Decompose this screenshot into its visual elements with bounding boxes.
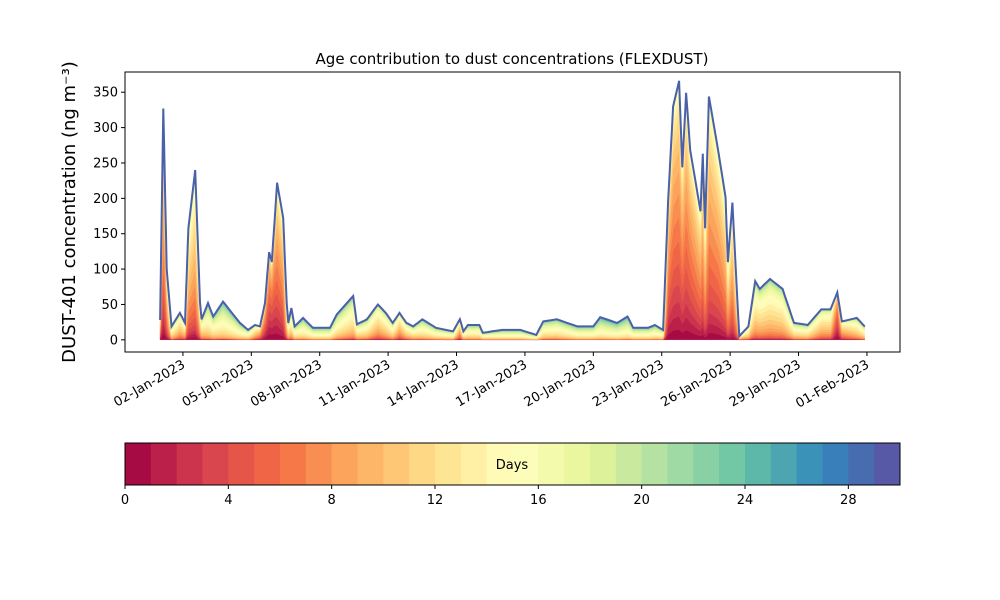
colorbar-tick-label: 8 [328, 493, 336, 508]
colorbar-swatch-29 [874, 443, 901, 485]
colorbar-swatch-6 [280, 443, 307, 485]
x-axis: 02-Jan-202305-Jan-202308-Jan-202311-Jan-… [111, 352, 872, 411]
colorbar-swatch-12 [435, 443, 462, 485]
colorbar-swatch-13 [460, 443, 488, 485]
colorbar-swatch-17 [564, 443, 591, 485]
x-tick-label: 17-Jan-2023 [453, 357, 530, 410]
y-axis: 0 50 100 150 200 250 300 350 [93, 86, 125, 348]
colorbar-swatch-2 [176, 443, 203, 485]
colorbar-swatch-7 [305, 443, 333, 485]
colorbar-swatch-3 [202, 443, 229, 485]
colorbar-tick-label: 0 [121, 493, 129, 508]
colorbar-swatch-19 [615, 443, 643, 485]
colorbar-tick-label: 16 [530, 493, 547, 508]
colorbar-axis: 0 4 8 12 16 20 24 28 [121, 485, 857, 508]
y-tick-label: 100 [93, 263, 118, 278]
colorbar-swatch-11 [409, 443, 436, 485]
x-tick-label: 02-Jan-2023 [111, 357, 188, 410]
colorbar-tick-label: 20 [633, 493, 650, 508]
colorbar-tick-label: 28 [840, 493, 857, 508]
y-tick-label: 0 [110, 333, 118, 348]
y-tick-label: 150 [93, 227, 118, 242]
y-tick-label: 250 [93, 156, 118, 171]
stacked-areas [159, 80, 865, 341]
x-tick-label: 05-Jan-2023 [180, 357, 257, 410]
colorbar-frame [124, 442, 901, 486]
colorbar-swatch-14 [486, 443, 513, 485]
y-tick-label: 50 [101, 298, 118, 313]
x-tick-label: 14-Jan-2023 [385, 357, 462, 410]
colorbar-swatch-4 [228, 443, 255, 485]
y-tick-label: 350 [93, 86, 118, 101]
colorbar-swatch-21 [667, 443, 694, 485]
y-tick-label: 200 [93, 192, 118, 207]
colorbar-swatch-9 [357, 443, 384, 485]
x-tick-label: 23-Jan-2023 [590, 357, 667, 410]
total-line [159, 80, 866, 339]
x-tick-label: 11-Jan-2023 [317, 357, 394, 410]
colorbar [125, 443, 901, 485]
y-tick-label: 300 [93, 121, 118, 136]
colorbar-swatch-22 [693, 443, 720, 485]
colorbar-swatch-28 [848, 443, 875, 485]
colorbar-swatch-15 [512, 443, 539, 485]
x-tick-label: 26-Jan-2023 [659, 357, 736, 410]
colorbar-swatch-20 [641, 443, 668, 485]
colorbar-swatch-16 [538, 443, 565, 485]
colorbar-swatch-18 [590, 443, 617, 485]
colorbar-swatch-26 [796, 443, 823, 485]
x-tick-label: 20-Jan-2023 [522, 357, 599, 410]
colorbar-swatch-27 [822, 443, 849, 485]
plot-frame [124, 71, 901, 353]
colorbar-tick-label: 4 [224, 493, 232, 508]
chart-title: Age contribution to dust concentrations … [316, 50, 709, 68]
colorbar-tick-label: 12 [427, 493, 444, 508]
colorbar-swatch-10 [383, 443, 410, 485]
colorbar-swatch-1 [150, 443, 178, 485]
colorbar-swatch-0 [125, 443, 152, 485]
x-tick-label: 08-Jan-2023 [248, 357, 325, 410]
colorbar-tick-label: 24 [737, 493, 754, 508]
colorbar-swatch-25 [770, 443, 798, 485]
colorbar-label: Days [496, 458, 529, 473]
x-tick-label: 01-Feb-2023 [793, 357, 872, 411]
colorbar-swatch-24 [745, 443, 772, 485]
y-axis-label: DUST-401 concentration (ng m⁻³) [59, 61, 80, 363]
colorbar-swatch-23 [719, 443, 746, 485]
colorbar-swatch-8 [331, 443, 358, 485]
x-tick-label: 29-Jan-2023 [727, 357, 804, 410]
colorbar-swatch-5 [254, 443, 281, 485]
